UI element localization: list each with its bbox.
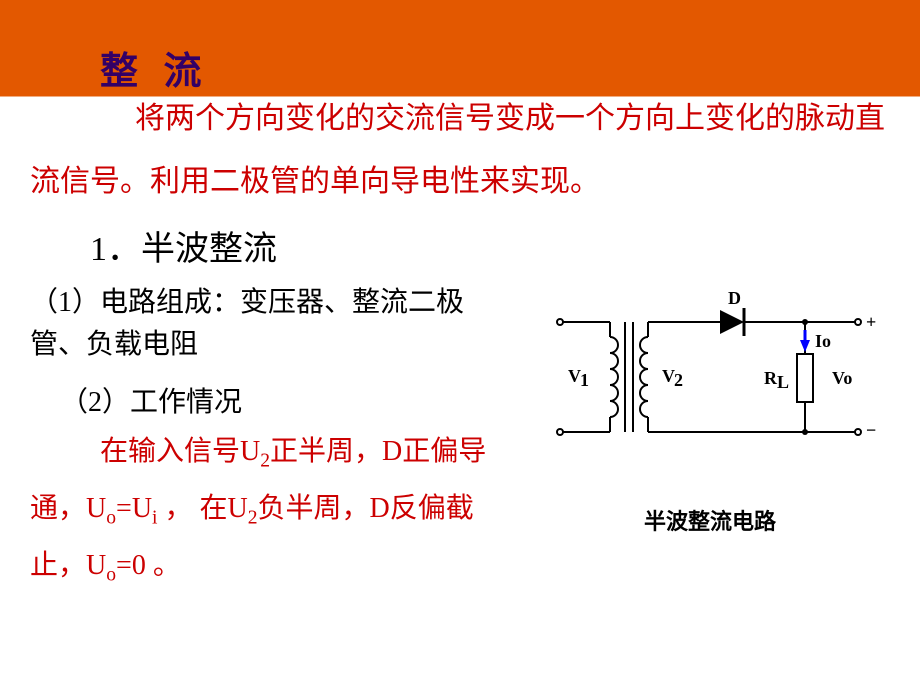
text-column: （1）电路组成：变压器、整流二极管、负载电阻 （2）工作情况 在输入信号U2正半… — [30, 282, 530, 594]
label-vo: Vo — [832, 368, 852, 388]
diagram-column: V 1 V 2 D Io R L Vo + − 半波整流电路 — [530, 282, 890, 594]
desc-part: =U — [116, 493, 152, 524]
label-io: Io — [815, 331, 831, 351]
subscript: 2 — [248, 507, 258, 528]
svg-text:1: 1 — [580, 370, 589, 390]
subscript: o — [106, 507, 116, 528]
item1-label: （1）电路组成： — [30, 287, 240, 318]
desc-part: 在输入信号U — [100, 436, 260, 467]
circuit-diagram: V 1 V 2 D Io R L Vo + − — [530, 282, 880, 482]
content-row: （1）电路组成：变压器、整流二极管、负载电阻 （2）工作情况 在输入信号U2正半… — [30, 282, 890, 594]
label-plus: + — [866, 312, 876, 332]
svg-text:L: L — [777, 372, 789, 392]
intro-text: 将两个方向变化的交流信号变成一个方向上变化的脉动直流信号。利用二极管的单向导电性… — [30, 87, 890, 213]
section-heading: 1．半波整流 — [90, 221, 890, 270]
working-description: 在输入信号U2正半周，D正偏导通，Uo=Ui ， 在U2负半周，D反偏截止，Uo… — [30, 424, 520, 594]
item-1: （1）电路组成：变压器、整流二极管、负载电阻 — [30, 282, 520, 366]
item-2-label: （2）工作情况 — [60, 380, 520, 420]
label-minus: − — [866, 420, 876, 440]
circuit-caption: 半波整流电路 — [530, 504, 890, 536]
label-d: D — [728, 288, 741, 308]
svg-text:2: 2 — [674, 370, 683, 390]
desc-part: ， 在U — [158, 493, 248, 524]
subscript: o — [106, 564, 116, 585]
label-rl: R — [764, 368, 778, 388]
desc-part: =0 。 — [116, 550, 181, 581]
subscript: 2 — [260, 451, 270, 472]
